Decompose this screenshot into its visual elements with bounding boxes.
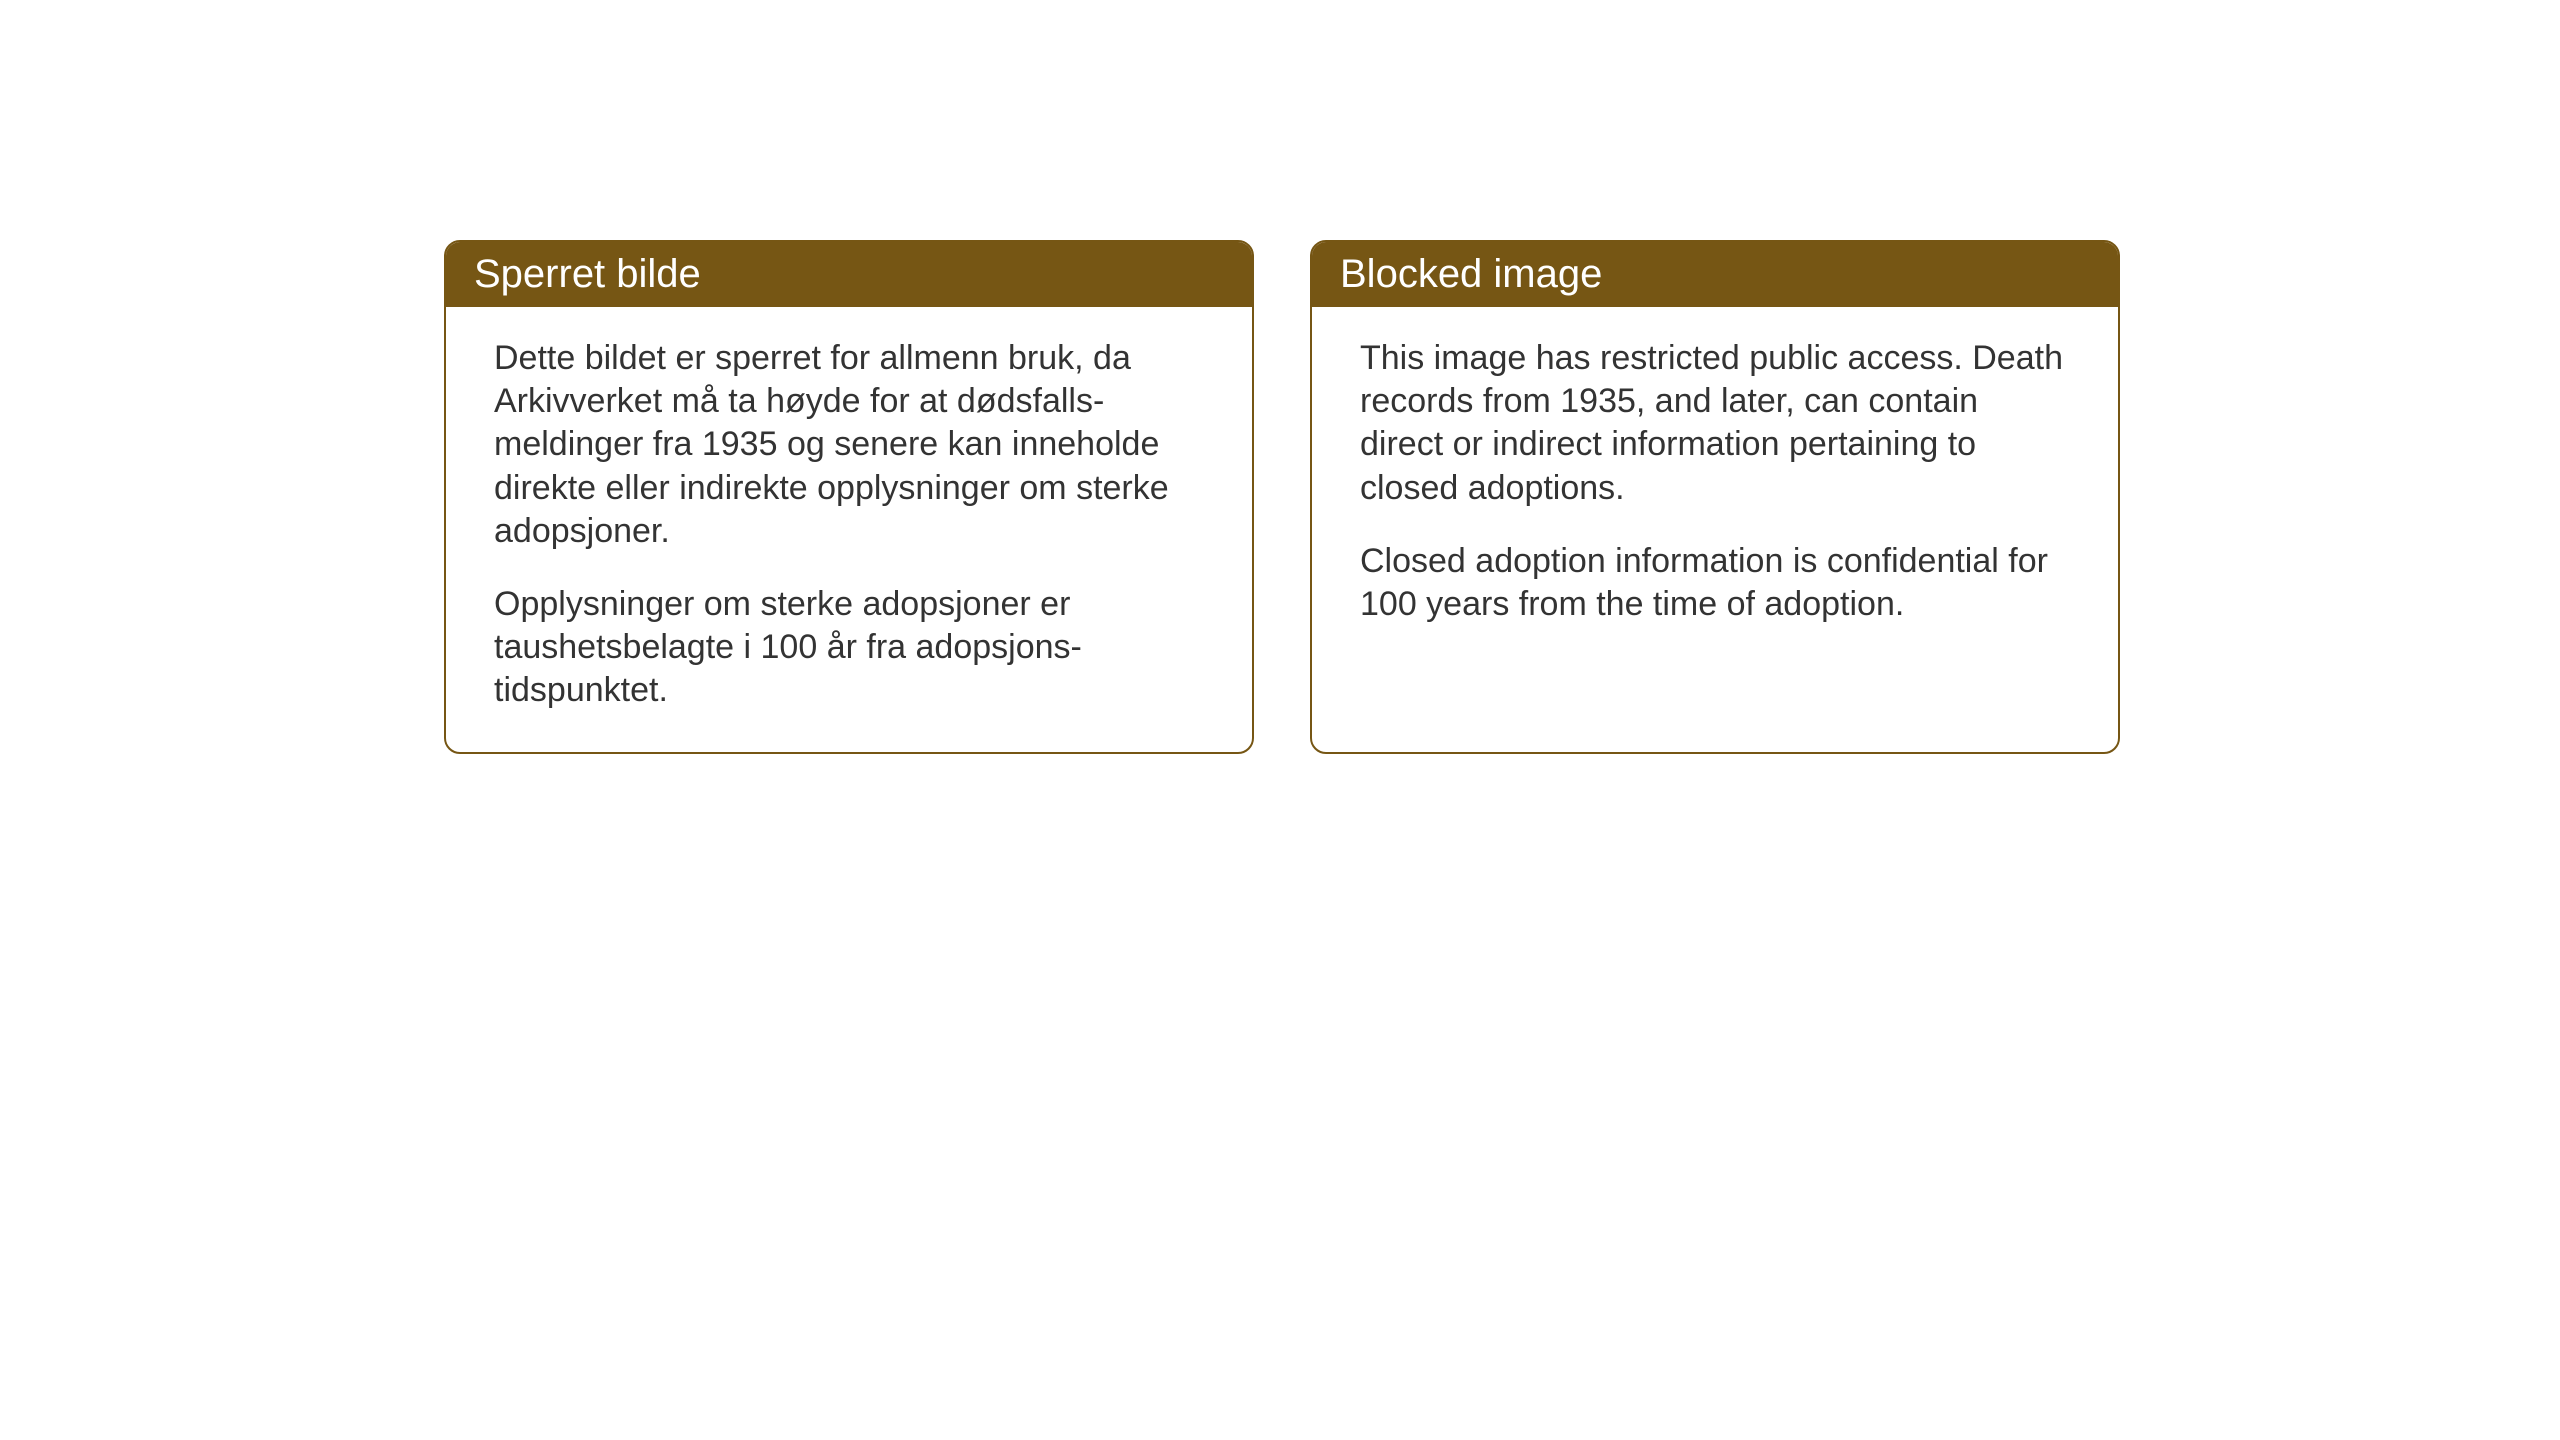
notice-card-norwegian: Sperret bilde Dette bildet er sperret fo… [444, 240, 1254, 754]
card-paragraph: This image has restricted public access.… [1360, 337, 2070, 510]
notice-card-english: Blocked image This image has restricted … [1310, 240, 2120, 754]
notice-container: Sperret bilde Dette bildet er sperret fo… [444, 240, 2120, 754]
card-header-norwegian: Sperret bilde [446, 242, 1252, 307]
card-title: Sperret bilde [474, 252, 701, 296]
card-paragraph: Opplysninger om sterke adopsjoner er tau… [494, 583, 1204, 713]
card-header-english: Blocked image [1312, 242, 2118, 307]
card-body-norwegian: Dette bildet er sperret for allmenn bruk… [446, 307, 1252, 752]
card-paragraph: Closed adoption information is confident… [1360, 540, 2070, 626]
card-body-english: This image has restricted public access.… [1312, 307, 2118, 666]
card-paragraph: Dette bildet er sperret for allmenn bruk… [494, 337, 1204, 553]
card-title: Blocked image [1340, 252, 1602, 296]
